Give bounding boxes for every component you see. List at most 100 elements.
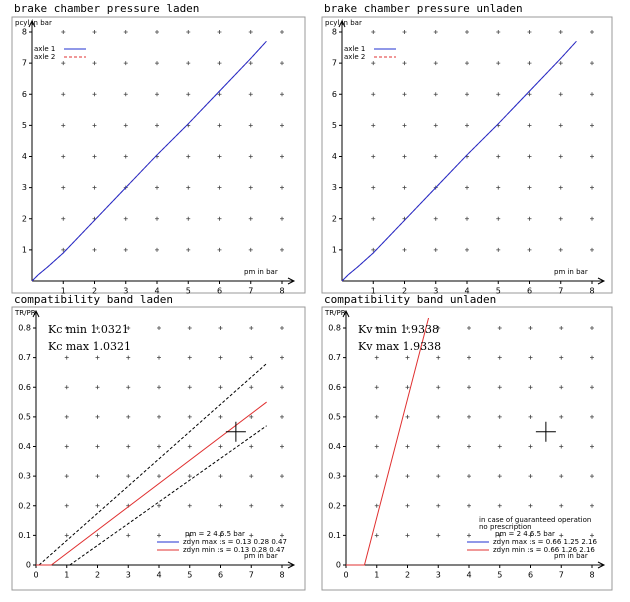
y-tick-label: 7 — [332, 59, 337, 68]
grid-dot — [496, 216, 501, 221]
x-tick-label: 2 — [405, 571, 410, 580]
y-tick-label: 1 — [332, 245, 337, 254]
grid-dot — [157, 474, 161, 479]
grid-dot — [280, 444, 284, 449]
x-tick-label: 3 — [436, 571, 441, 580]
grid-dot — [496, 30, 501, 34]
grid-dot — [187, 474, 192, 479]
y-tick-label: 6 — [22, 90, 27, 99]
x-tick-label: 0 — [343, 571, 348, 580]
series-line — [341, 41, 577, 282]
grid-dot — [280, 30, 284, 34]
x-tick-label: 4 — [154, 287, 159, 296]
x-tick-label: 6 — [527, 287, 532, 296]
grid-dot — [436, 414, 441, 419]
grid-dot — [187, 355, 192, 360]
grid-dot — [95, 414, 100, 419]
grid-dot — [374, 326, 379, 330]
grid-dot — [371, 216, 376, 221]
grid-dot — [465, 30, 469, 34]
grid-dot — [405, 355, 410, 360]
grid-dot — [558, 154, 563, 159]
grid-dot — [590, 414, 594, 419]
grid-dot — [217, 92, 222, 97]
grid-dot — [496, 247, 501, 252]
grid-dot — [187, 444, 192, 449]
grid-dot — [433, 92, 438, 97]
grid-dot — [496, 61, 501, 66]
note: in case of guaranteed operation — [479, 516, 591, 524]
target-marker — [535, 421, 556, 442]
grid-dot — [126, 414, 131, 419]
y-tick-label: 2 — [22, 214, 27, 223]
grid-dot — [280, 326, 284, 330]
grid-dot — [433, 154, 438, 159]
x-arrow — [287, 561, 296, 569]
legend-table-row: zdyn min :s = 0.13 0.28 0.47 — [183, 546, 285, 554]
grid-dot — [61, 61, 66, 66]
grid-dot — [402, 30, 407, 34]
x-tick-label: 1 — [61, 287, 66, 296]
series-line — [346, 318, 430, 566]
grid-dot — [123, 30, 128, 34]
grid-dot — [371, 247, 376, 252]
grid-dot — [374, 503, 379, 508]
grid-dot — [559, 385, 564, 390]
grid-dot — [436, 503, 441, 508]
x-tick-label: 1 — [371, 287, 376, 296]
grid-dot — [280, 355, 284, 360]
grid-dot — [64, 385, 69, 390]
grid-dot — [497, 503, 502, 508]
y-tick-label: 0.6 — [18, 383, 31, 392]
annotation: Kv min 1.9338 — [358, 323, 439, 336]
annotation: Kc min 1.0321 — [48, 323, 129, 336]
grid-dot — [218, 355, 223, 360]
panel-title: brake chamber pressure laden — [14, 2, 199, 15]
y-tick-label: 0.7 — [18, 353, 31, 362]
x-tick-label: 0 — [33, 571, 38, 580]
grid-dot — [218, 326, 223, 330]
x-tick-label: 6 — [218, 571, 223, 580]
grid-dot — [95, 385, 100, 390]
legend-table-header: pm = 2 4 6.5 bar — [185, 530, 245, 538]
grid-dot — [528, 444, 533, 449]
panel-frame — [321, 306, 613, 591]
legend-label: axle 2 — [344, 53, 365, 61]
grid-dot — [558, 61, 563, 66]
grid-dot — [590, 154, 594, 159]
legend-table-row: zdyn max :s = 0.13 0.28 0.47 — [183, 538, 287, 546]
x-tick-label: 5 — [187, 571, 192, 580]
grid-dot — [527, 61, 532, 66]
grid-dot — [95, 533, 100, 538]
grid-dot — [374, 385, 379, 390]
grid-dot — [374, 474, 379, 479]
grid-dot — [64, 355, 69, 360]
note: no prescription — [479, 523, 532, 531]
grid-dot — [249, 414, 254, 419]
x-arrow — [597, 277, 606, 285]
grid-dot — [61, 216, 66, 221]
grid-dot — [61, 92, 66, 97]
legend-label: axle 2 — [34, 53, 55, 61]
grid-dot — [187, 503, 192, 508]
grid-dot — [405, 326, 410, 330]
y-axis-label: pcyl in bar — [325, 19, 362, 27]
grid-dot — [95, 503, 100, 508]
legend-table-row: zdyn max :s = 0.66 1.25 2.16 — [493, 538, 597, 546]
grid-dot — [371, 185, 376, 190]
y-arrow — [338, 19, 346, 28]
y-tick-label: 4 — [332, 152, 337, 161]
grid-dot — [436, 385, 441, 390]
y-tick-label: 4 — [22, 152, 27, 161]
x-tick-label: 7 — [559, 571, 564, 580]
grid-dot — [123, 123, 128, 128]
y-tick-label: 2 — [332, 214, 337, 223]
y-tick-label: 0 — [26, 561, 31, 570]
grid-dot — [433, 123, 438, 128]
grid-dot — [528, 326, 533, 330]
series-line — [69, 425, 267, 566]
y-tick-label: 3 — [22, 183, 27, 192]
grid-dot — [217, 154, 222, 159]
panel-title: brake chamber pressure unladen — [324, 2, 523, 15]
grid-dot — [249, 474, 254, 479]
